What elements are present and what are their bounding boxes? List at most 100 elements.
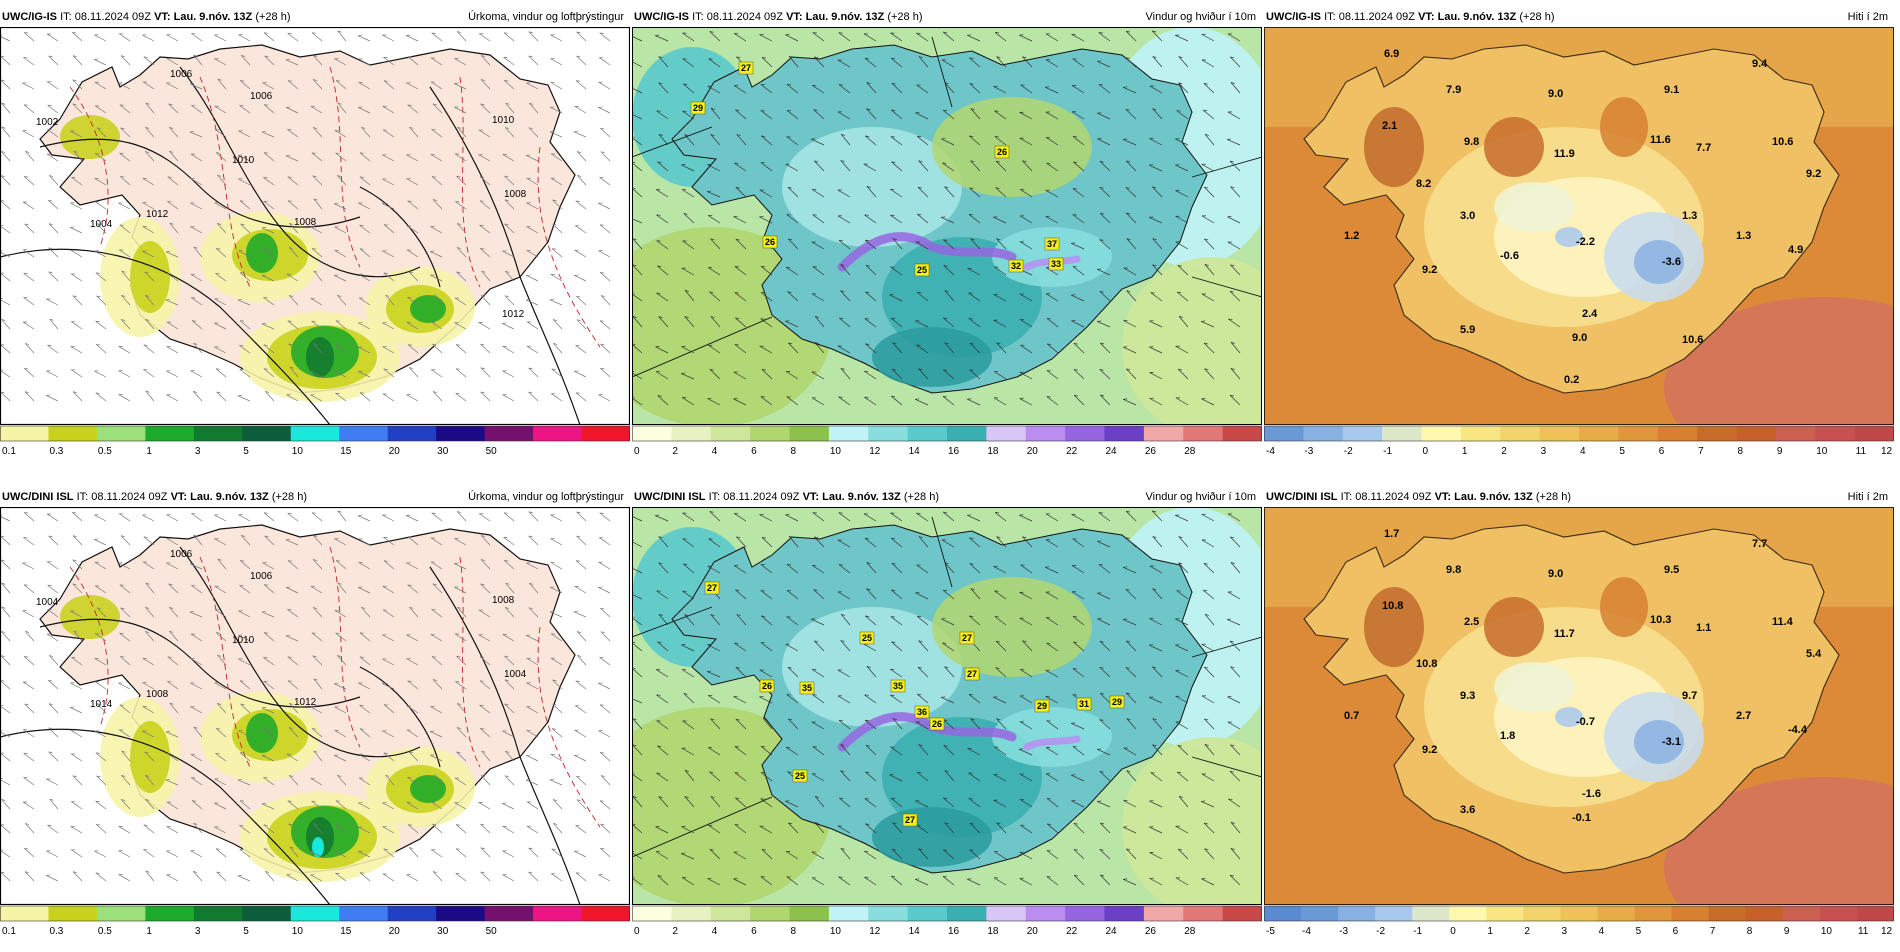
panel-title: Vindur og hviður í 10m bbox=[1146, 7, 1256, 27]
colorbar-tick-label: 2 bbox=[1501, 446, 1507, 457]
panel-title: Hiti í 2m bbox=[1848, 487, 1888, 507]
temperature-value: 10.3 bbox=[1650, 614, 1671, 626]
colorbar-swatch bbox=[908, 426, 948, 441]
isobar-label: 1010 bbox=[232, 155, 255, 166]
init-time: 08.11.2024 09Z bbox=[723, 491, 799, 503]
colorbar-tick-label: 0.5 bbox=[98, 926, 112, 937]
it-label: IT: bbox=[692, 11, 704, 23]
colorbar-swatch bbox=[436, 426, 485, 441]
temperature-value: 1.1 bbox=[1696, 622, 1711, 634]
isobar-label: 1008 bbox=[492, 595, 515, 606]
wind-field bbox=[872, 807, 992, 867]
panel-header: UWC/IG-IS IT: 08.11.2024 09Z VT: Lau. 9.… bbox=[1264, 7, 1894, 27]
colorbar-tick-label: 20 bbox=[389, 926, 401, 937]
colorbar-swatch bbox=[750, 906, 790, 921]
vt-label: VT: bbox=[154, 11, 171, 23]
colorbar-tick-label: 15 bbox=[340, 446, 352, 457]
wind-arrow-head bbox=[1149, 697, 1153, 698]
valid-time: Lau. 9.nóv. 13Z bbox=[1454, 491, 1533, 503]
temperature-value: 11.9 bbox=[1554, 148, 1575, 160]
colorbar-swatch bbox=[388, 426, 437, 441]
gust-value: 29 bbox=[693, 103, 703, 113]
colorbar-tick-label: 2 bbox=[1524, 926, 1530, 937]
temperature-value: 10.8 bbox=[1416, 658, 1437, 670]
colorbar-tick-label: 0 bbox=[1423, 446, 1429, 457]
temperature-value: 7.7 bbox=[1752, 538, 1767, 550]
gust-value: 25 bbox=[917, 265, 927, 275]
colorbar-tick-label: 50 bbox=[486, 446, 498, 457]
temperature-value: 9.0 bbox=[1548, 568, 1563, 580]
isobar-label: 1012 bbox=[502, 309, 525, 320]
gust-value: 32 bbox=[1011, 261, 1021, 271]
colorbar-tick-label: 10 bbox=[292, 926, 304, 937]
colorbar-swatch bbox=[339, 426, 388, 441]
colorbar-tick-label: 26 bbox=[1145, 926, 1157, 937]
lead-time: (+28 h) bbox=[887, 11, 922, 23]
gust-value: 29 bbox=[1037, 701, 1047, 711]
temperature-value: 5.4 bbox=[1806, 648, 1822, 660]
colorbar-tick-label: 0 bbox=[634, 926, 640, 937]
panel-temp-bottom: UWC/DINI ISL IT: 08.11.2024 09Z VT: Lau.… bbox=[1264, 487, 1894, 952]
isobar-label: 1008 bbox=[294, 217, 317, 228]
colorbar-swatch bbox=[145, 426, 194, 441]
temperature-value: 7.7 bbox=[1696, 142, 1711, 154]
colorbar-swatch bbox=[533, 906, 582, 921]
colorbar-swatch bbox=[1709, 906, 1747, 921]
temperature-zone bbox=[1600, 97, 1648, 157]
lead-time: (+28 h) bbox=[904, 491, 939, 503]
colorbar-swatch bbox=[1776, 426, 1816, 441]
colorbar-swatch bbox=[582, 906, 630, 921]
colorbar-tick-label: -1 bbox=[1383, 446, 1392, 457]
colorbar-swatch bbox=[1223, 426, 1262, 441]
colorbar-tick-label: 6 bbox=[1673, 926, 1679, 937]
panel-wind-bottom: UWC/DINI ISL IT: 08.11.2024 09Z VT: Lau.… bbox=[632, 487, 1262, 952]
colorbar-swatch bbox=[1026, 426, 1066, 441]
colorbar-tick-label: 10 bbox=[1821, 926, 1833, 937]
panel-title: Vindur og hviður í 10m bbox=[1146, 487, 1256, 507]
temperature-value: 1.8 bbox=[1500, 730, 1515, 742]
colorbar-tick-label: 50 bbox=[486, 926, 498, 937]
colorbar-tick-label: 16 bbox=[948, 926, 960, 937]
colorbar-swatch bbox=[632, 906, 672, 921]
colorbar-swatch bbox=[1065, 906, 1105, 921]
colorbar-tick-label: -3 bbox=[1304, 446, 1313, 457]
colorbar-swatch bbox=[671, 426, 711, 441]
colorbar-swatch bbox=[582, 426, 630, 441]
temperature-value: 7.9 bbox=[1446, 84, 1461, 96]
temperature-zone bbox=[1364, 587, 1424, 667]
isobar-label: 1014 bbox=[90, 699, 113, 710]
precip-area bbox=[410, 295, 446, 323]
colorbar-swatch bbox=[790, 906, 830, 921]
colorbar-swatch bbox=[1382, 426, 1422, 441]
colorbar-swatch bbox=[1223, 906, 1262, 921]
temperature-value: 9.7 bbox=[1682, 690, 1697, 702]
temperature-value: 0.7 bbox=[1344, 710, 1359, 722]
colorbar-swatch bbox=[1412, 906, 1450, 921]
temperature-value: 9.8 bbox=[1464, 136, 1479, 148]
colorbar-swatch bbox=[1635, 906, 1673, 921]
temperature-value: 2.1 bbox=[1382, 120, 1397, 132]
colorbar-swatch bbox=[1144, 906, 1184, 921]
gust-value: 26 bbox=[765, 237, 775, 247]
wind-arrow-head bbox=[1175, 35, 1179, 36]
lead-time: (+28 h) bbox=[255, 11, 290, 23]
vt-label: VT: bbox=[1418, 11, 1435, 23]
colorbar-swatch bbox=[0, 426, 49, 441]
colorbar-tick-label: 22 bbox=[1066, 446, 1078, 457]
colorbar-tick-label: 12 bbox=[869, 446, 881, 457]
colorbar-swatch bbox=[1105, 426, 1145, 441]
colorbar-swatch bbox=[1486, 906, 1524, 921]
colorbar-swatch bbox=[1618, 426, 1658, 441]
wind-arrow-head bbox=[1123, 879, 1127, 880]
isobar-label: 1006 bbox=[170, 549, 193, 560]
temperature-value: 11.4 bbox=[1772, 616, 1794, 628]
colorbar-tick-label: -1 bbox=[1413, 926, 1422, 937]
colorbar-swatch bbox=[868, 426, 908, 441]
colorbar-tick-label: 0 bbox=[634, 446, 640, 457]
